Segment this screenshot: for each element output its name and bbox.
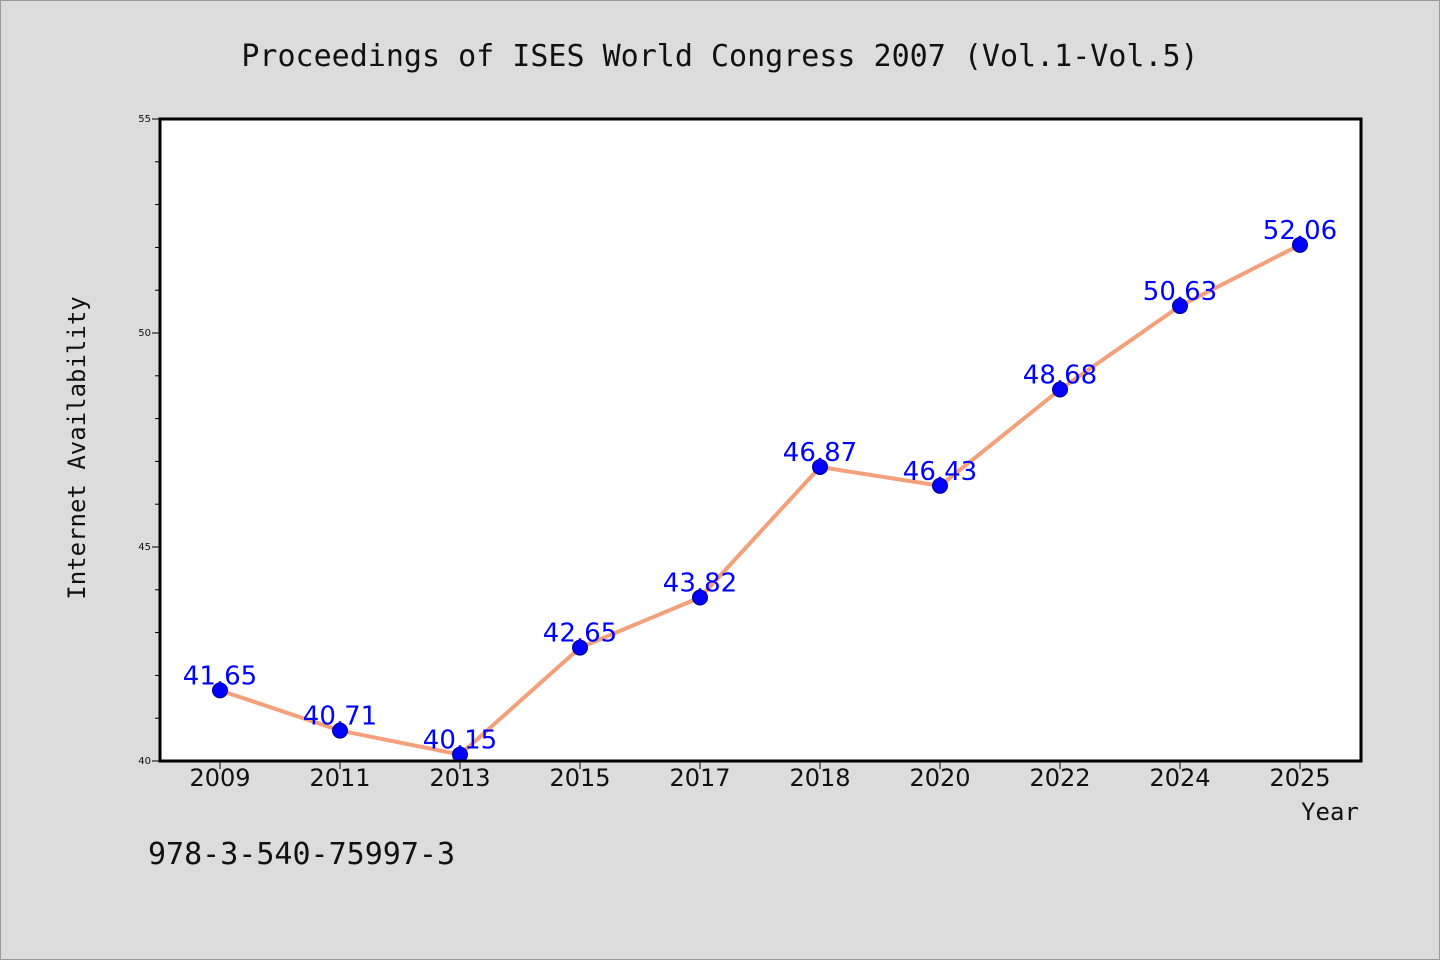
y-axis-label: Internet Availability [63, 296, 91, 599]
chart-title: Proceedings of ISES World Congress 2007 … [241, 39, 1198, 74]
data-label: 43.82 [663, 569, 737, 599]
x-tick-label: 2025 [1269, 764, 1330, 792]
data-label: 50.63 [1143, 277, 1217, 307]
plot-border [158, 117, 1363, 763]
data-label: 41.65 [183, 661, 257, 691]
x-tick-label: 2015 [549, 764, 610, 792]
data-markers [212, 236, 1308, 763]
data-label: 40.71 [303, 702, 377, 732]
data-label: 48.68 [1023, 360, 1097, 390]
x-tick-label: 2024 [1149, 764, 1210, 792]
data-label: 42.65 [543, 619, 617, 649]
y-ticks: 40 45 50 55 [138, 114, 160, 767]
x-tick-label: 2020 [909, 764, 970, 792]
x-tick-label: 2009 [189, 764, 250, 792]
data-point [812, 458, 828, 475]
y-tick-label: 55 [138, 114, 151, 125]
data-point [1292, 236, 1308, 253]
x-tick-label: 2013 [429, 764, 490, 792]
isbn-text: 978-3-540-75997-3 [148, 837, 455, 872]
x-tick-label: 2022 [1029, 764, 1090, 792]
data-label: 46.43 [903, 457, 977, 487]
data-label: 46.87 [783, 438, 857, 468]
data-point [212, 682, 228, 699]
data-point [572, 639, 588, 656]
data-point [1172, 298, 1188, 315]
data-point [692, 589, 708, 606]
x-tick-label: 2011 [309, 764, 370, 792]
y-tick-label: 50 [138, 328, 151, 339]
plot-area [160, 119, 1361, 761]
y-tick-label: 45 [138, 542, 151, 553]
data-point [1052, 381, 1068, 398]
x-ticks: 2009 2011 2013 2015 2017 2018 2020 2022 2024 2025 [189, 761, 1331, 792]
y-tick-label: 40 [138, 756, 151, 767]
data-label: 40.15 [423, 726, 497, 756]
x-tick-label: 2018 [789, 764, 850, 792]
series-line [218, 242, 1302, 757]
data-point [332, 722, 348, 739]
data-point [932, 477, 948, 494]
data-label: 52.06 [1263, 216, 1337, 246]
x-axis-label: Year [1301, 798, 1359, 826]
data-labels: 41.65 40.71 40.15 42.65 43.82 46.87 46.43 48.68… [183, 216, 1337, 756]
x-tick-label: 2017 [669, 764, 730, 792]
